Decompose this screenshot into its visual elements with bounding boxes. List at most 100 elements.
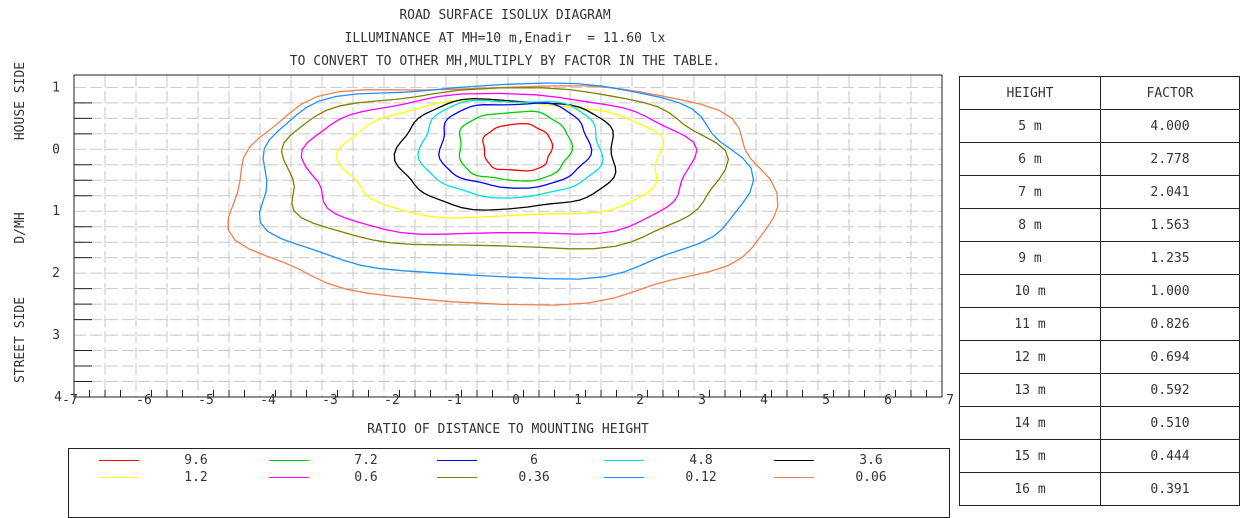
factor-table-row: 16 m 0.391 [959,472,1240,506]
isolux-contour-0.6 [300,92,698,235]
factor-cell: 0.510 [1100,406,1240,440]
y-tick-label: 2 [52,266,60,281]
x-tick-label: 6 [884,393,892,408]
x-tick-label: 4 [760,393,768,408]
factor-cell: 1.000 [1100,274,1240,308]
legend-label: 0.36 [518,470,550,485]
height-cell: 10 m [959,274,1101,308]
x-tick-label: -1 [446,393,462,408]
y-tick-label: 1 [52,80,60,95]
factor-cell: 0.694 [1100,340,1240,374]
factor-table-row: 6 m 2.778 [959,142,1240,176]
factor-cell: 0.444 [1100,439,1240,473]
isolux-legend: 9.6 7.2 6 4.8 3.6 1.2 0.6 0.36 0.12 0.06 [68,448,950,518]
legend-swatch [437,477,477,478]
height-column-header: HEIGHT [959,76,1101,110]
legend-swatch [604,477,644,478]
factor-table-row: 11 m 0.826 [959,307,1240,341]
chart-title-line-1: ROAD SURFACE ISOLUX DIAGRAM [399,8,611,23]
legend-swatch [604,460,644,461]
height-cell: 8 m [959,208,1101,242]
height-cell: 6 m [959,142,1101,176]
factor-table-row: 13 m 0.592 [959,373,1240,407]
chart-title-line-2: ILLUMINANCE AT MH=10 m,Enadir = 11.60 lx [344,31,666,46]
plot-frame [73,74,943,398]
x-tick-label: 7 [946,393,954,408]
legend-label: 7.2 [354,453,378,468]
legend-swatch [99,477,139,478]
legend-label: 9.6 [184,453,208,468]
legend-swatch [99,460,139,461]
factor-table-row: 8 m 1.563 [959,208,1240,242]
factor-cell: 4.000 [1100,109,1240,143]
x-tick-label: 3 [698,393,706,408]
x-tick-label: -7 [62,393,78,408]
isolux-contour-4.8 [417,99,604,199]
legend-label: 0.06 [855,470,887,485]
x-tick-label: -5 [198,393,214,408]
factor-table-row: 15 m 0.444 [959,439,1240,473]
legend-label: 3.6 [859,453,883,468]
legend-swatch [774,477,814,478]
factor-table-header-row: HEIGHT FACTOR [959,76,1240,110]
factor-table-row: 14 m 0.510 [959,406,1240,440]
x-tick-label: 1 [574,393,582,408]
factor-table-row: 9 m 1.235 [959,241,1240,275]
factor-column-header: FACTOR [1100,76,1240,110]
isolux-contour-7.2 [458,110,574,182]
height-cell: 13 m [959,373,1101,407]
y-tick-label: 3 [52,328,60,343]
y-tick-label: 1 [52,204,60,219]
factor-cell: 1.563 [1100,208,1240,242]
isolux-contour-0.12 [258,82,755,280]
height-cell: 9 m [959,241,1101,275]
y-axis-label-ratio: D/MH [13,212,28,243]
factor-cell: 1.235 [1100,241,1240,275]
factor-table-row: 10 m 1.000 [959,274,1240,308]
height-cell: 16 m [959,472,1101,506]
x-tick-label: 0 [512,393,520,408]
height-cell: 12 m [959,340,1101,374]
height-cell: 11 m [959,307,1101,341]
isolux-contour-0.06 [227,85,779,306]
height-cell: 15 m [959,439,1101,473]
legend-label: 6 [530,453,538,468]
isolux-contour-9.6 [482,122,554,172]
height-cell: 5 m [959,109,1101,143]
x-tick-label: -6 [136,393,152,408]
mounting-height-factor-table: HEIGHT FACTOR 5 m 4.000 6 m 2.778 7 m 2.041 8 … [959,76,1240,506]
factor-cell: 2.041 [1100,175,1240,209]
y-tick-label: 4 [54,390,62,405]
isolux-contour-0.36 [280,87,730,250]
x-tick-label: 2 [636,393,644,408]
x-axis-label: RATIO OF DISTANCE TO MOUNTING HEIGHT [367,422,649,437]
x-tick-label: -3 [322,393,338,408]
factor-cell: 0.391 [1100,472,1240,506]
factor-cell: 0.826 [1100,307,1240,341]
legend-label: 4.8 [689,453,713,468]
factor-table-row: 7 m 2.041 [959,175,1240,209]
legend-label: 0.6 [354,470,378,485]
legend-swatch [774,460,814,461]
x-tick-label: -2 [384,393,400,408]
y-tick-label: 0 [52,142,60,157]
legend-swatch [269,477,309,478]
factor-table-row: 12 m 0.694 [959,340,1240,374]
isolux-contour-1.2 [336,99,665,219]
x-tick-label: -4 [260,393,276,408]
isolux-contour-6 [438,102,593,189]
factor-cell: 2.778 [1100,142,1240,176]
x-tick-label: 5 [822,393,830,408]
y-axis-label-house-side: HOUSE SIDE [13,62,28,140]
height-cell: 7 m [959,175,1101,209]
y-axis-label-street-side: STREET SIDE [13,297,28,383]
legend-swatch [437,460,477,461]
height-cell: 14 m [959,406,1101,440]
isolux-contour-3.6 [393,97,617,211]
factor-table-row: 5 m 4.000 [959,109,1240,143]
legend-swatch [269,460,309,461]
legend-label: 1.2 [184,470,208,485]
chart-title-line-3: TO CONVERT TO OTHER MH,MULTIPLY BY FACTO… [289,54,721,69]
factor-cell: 0.592 [1100,373,1240,407]
